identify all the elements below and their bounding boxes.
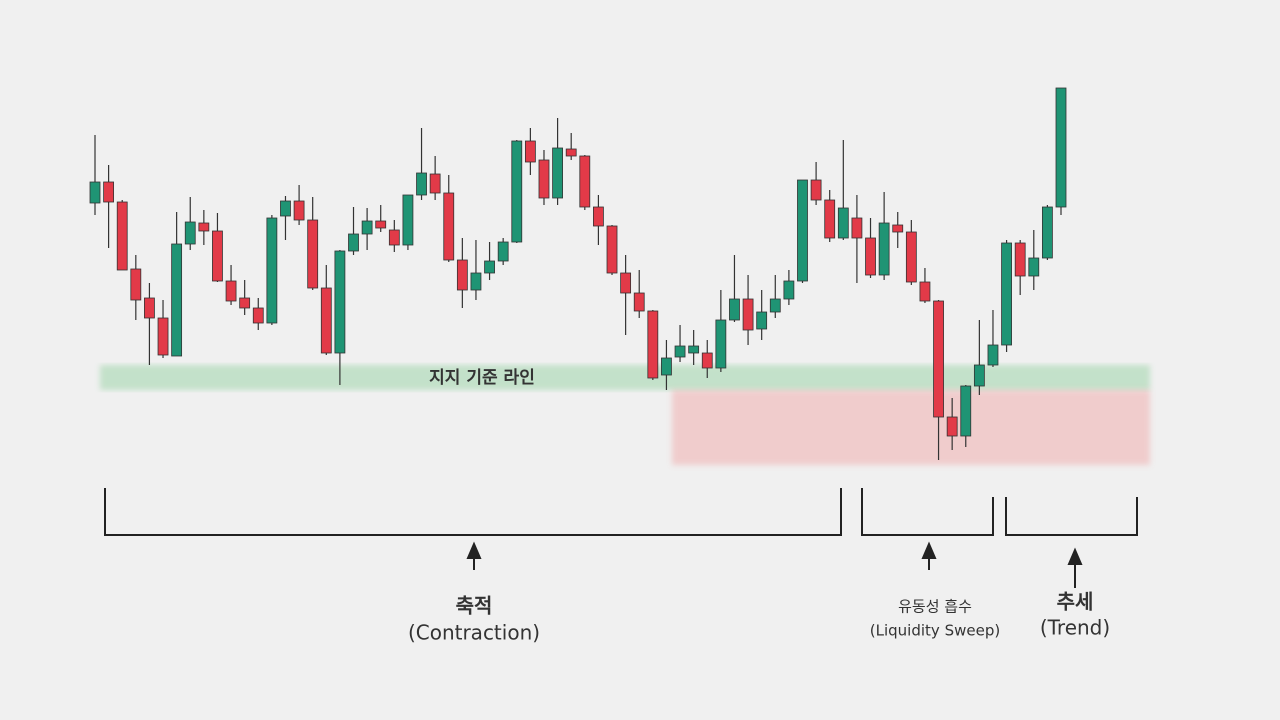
candle-body: [538, 159, 550, 199]
candle-body: [688, 345, 700, 354]
candle-body: [946, 416, 958, 437]
candle-body: [171, 243, 183, 357]
candle-body: [783, 280, 795, 300]
candle-body: [960, 385, 972, 437]
candle-body: [593, 206, 604, 227]
candle-body: [878, 222, 890, 276]
candle-body: [280, 200, 291, 217]
candle-body: [443, 192, 455, 261]
candle-body: [293, 200, 305, 221]
bracket: [861, 488, 994, 536]
annotation-subtitle: (Liquidity Sweep): [870, 622, 1000, 640]
candle-body: [157, 317, 169, 356]
candle-body: [742, 298, 754, 331]
candle-body: [810, 179, 822, 201]
candle-body: [144, 297, 155, 319]
annotation-title: 축적: [456, 594, 493, 618]
candle-body: [307, 219, 319, 289]
candles: [89, 87, 1067, 460]
candle-body: [484, 260, 495, 274]
candle-body: [620, 272, 632, 294]
candle-body: [266, 217, 278, 324]
candle-body: [905, 231, 917, 283]
candle-body: [769, 298, 781, 313]
annotation-title: 유동성 흡수: [898, 598, 972, 616]
candle-body: [674, 345, 686, 358]
candle-body: [973, 364, 985, 387]
candle-body: [361, 220, 373, 235]
candle-body: [756, 311, 768, 330]
bracket: [104, 488, 842, 536]
candle-body: [729, 298, 740, 321]
support-zone: [100, 365, 1150, 390]
candle-body: [892, 224, 904, 233]
bracket: [1005, 497, 1138, 536]
candle-body: [865, 237, 876, 276]
annotation-subtitle: (Contraction): [408, 621, 540, 645]
candle-body: [606, 225, 618, 274]
candle-body: [456, 259, 468, 291]
candle-body: [837, 207, 849, 239]
candle-body: [184, 221, 196, 245]
candle-body: [1055, 87, 1067, 208]
candle-body: [103, 181, 115, 203]
annotation-title: 추세: [1057, 590, 1094, 614]
candle-body: [1014, 242, 1026, 277]
candle-body: [198, 222, 210, 232]
annotation-subtitle: (Trend): [1040, 616, 1110, 640]
candle-body: [388, 229, 400, 246]
candle-body: [701, 352, 713, 369]
candle-body: [225, 280, 237, 302]
candle-body: [579, 155, 591, 208]
candle-body: [797, 179, 808, 282]
candle-body: [565, 148, 577, 157]
candle-body: [1028, 257, 1040, 277]
candle-body: [715, 319, 727, 369]
candle-body: [212, 230, 223, 282]
candle-body: [824, 199, 836, 239]
candle-body: [552, 147, 563, 199]
support-label: 지지 기준 라인: [429, 368, 535, 388]
candle-body: [402, 194, 414, 246]
candle-body: [647, 310, 659, 379]
candle-body: [239, 297, 251, 309]
candle-body: [130, 268, 142, 301]
candle-body: [1001, 242, 1012, 346]
candle-body: [661, 357, 672, 376]
candle-body: [416, 172, 427, 196]
arrow: [466, 541, 1083, 588]
candle-body: [252, 307, 264, 324]
candle-body: [511, 140, 523, 243]
candle-body: [987, 344, 999, 366]
candle-body: [89, 181, 101, 204]
candle-body: [633, 292, 645, 312]
candle-body: [851, 217, 863, 239]
candle-body: [497, 241, 509, 262]
sweep-zone: [672, 390, 1150, 465]
candle-body: [1041, 206, 1053, 259]
candle-body: [470, 272, 482, 291]
candle-body: [524, 140, 536, 163]
candle-body: [429, 173, 441, 194]
candle-body: [375, 220, 387, 229]
candle-body: [348, 233, 359, 252]
candle-body: [334, 250, 346, 354]
candle-body: [116, 201, 128, 271]
candle-body: [320, 287, 332, 354]
candle-body: [933, 300, 944, 418]
candle-body: [919, 281, 931, 302]
